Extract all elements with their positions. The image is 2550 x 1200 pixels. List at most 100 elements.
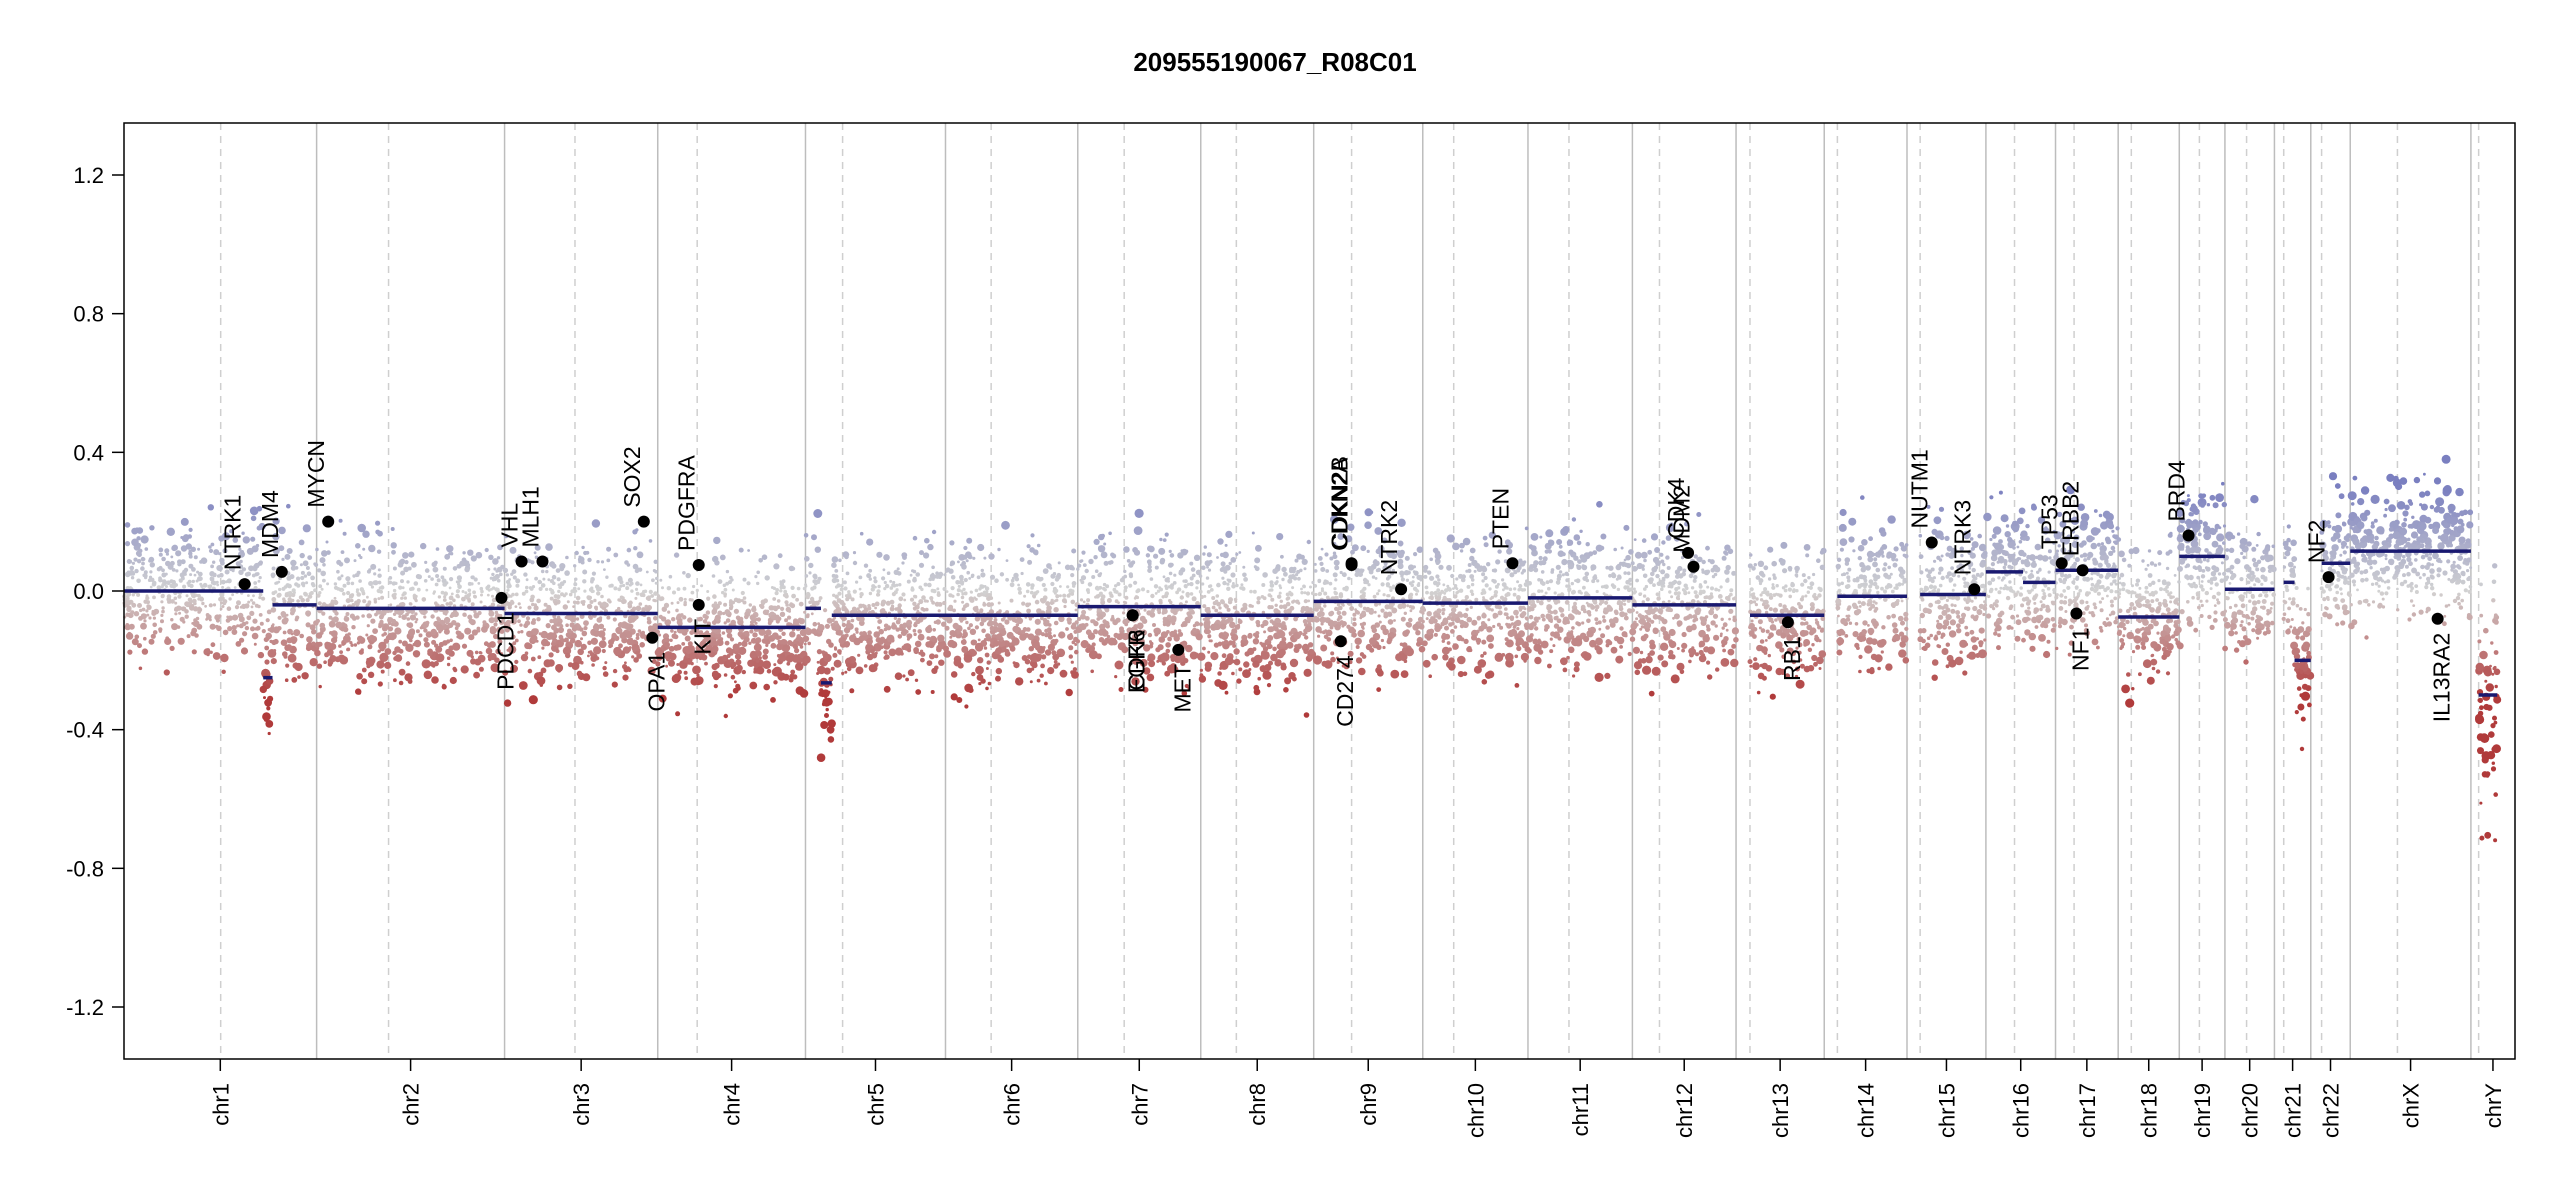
probe-point xyxy=(1056,572,1062,578)
probe-point xyxy=(1308,648,1315,655)
probe-point xyxy=(688,652,697,660)
probe-point xyxy=(600,560,605,564)
probe-point xyxy=(330,630,338,638)
probe-point xyxy=(318,684,322,689)
probe-point xyxy=(658,694,667,703)
probe-point xyxy=(690,590,695,595)
probe-point xyxy=(1044,632,1049,638)
probe-point xyxy=(1286,641,1294,649)
probe-point xyxy=(555,644,560,648)
probe-point xyxy=(606,546,612,552)
probe-point xyxy=(734,653,742,660)
probe-point xyxy=(427,575,431,579)
probe-point xyxy=(1059,585,1062,588)
probe-point xyxy=(495,648,501,655)
probe-point xyxy=(1147,657,1151,662)
probe-point xyxy=(526,643,533,650)
probe-point xyxy=(1391,608,1397,614)
probe-point xyxy=(612,668,618,674)
probe-point xyxy=(1516,580,1520,584)
probe-point xyxy=(1412,586,1418,591)
probe-point xyxy=(161,583,165,587)
probe-point xyxy=(1534,626,1539,631)
probe-point xyxy=(311,629,317,635)
probe-point xyxy=(456,575,462,581)
probe-point xyxy=(1030,533,1035,538)
probe-point xyxy=(913,647,919,653)
probe-point xyxy=(1308,607,1313,612)
probe-point xyxy=(218,552,221,556)
probe-point xyxy=(560,638,565,643)
probe-point xyxy=(672,590,676,595)
probe-point xyxy=(777,553,783,559)
probe-point xyxy=(867,630,872,635)
probe-point xyxy=(912,535,918,541)
probe-point xyxy=(993,622,999,628)
probe-point xyxy=(1401,642,1408,648)
probe-point xyxy=(935,574,940,579)
probe-point xyxy=(588,615,592,619)
probe-point xyxy=(1522,588,1527,592)
probe-point xyxy=(370,618,376,624)
probe-point xyxy=(635,605,642,612)
probe-point xyxy=(587,557,592,563)
probe-point xyxy=(590,655,598,662)
probe-point xyxy=(928,577,933,582)
probe-point xyxy=(957,584,961,588)
probe-point xyxy=(1168,571,1173,576)
probe-point xyxy=(742,596,747,600)
probe-point xyxy=(1313,602,1319,608)
probe-point xyxy=(392,588,397,593)
probe-point xyxy=(1005,559,1009,562)
probe-point xyxy=(496,627,501,632)
probe-point xyxy=(803,533,809,538)
probe-point xyxy=(817,581,821,584)
probe-point xyxy=(1270,653,1278,662)
probe-point xyxy=(537,655,542,660)
probe-point xyxy=(1571,517,1577,522)
probe-point xyxy=(1358,603,1363,607)
probe-point xyxy=(205,613,210,617)
probe-point xyxy=(406,617,411,621)
probe-point xyxy=(923,582,928,587)
probe-point xyxy=(1460,637,1465,642)
probe-point xyxy=(688,598,692,602)
probe-point xyxy=(209,650,213,654)
probe-point xyxy=(147,578,152,582)
probe-point xyxy=(1206,629,1211,635)
probe-point xyxy=(1143,667,1151,675)
probe-point xyxy=(759,604,765,610)
probe-point xyxy=(612,617,617,622)
probe-point xyxy=(318,591,322,595)
probe-point xyxy=(1082,563,1087,567)
probe-point xyxy=(1103,542,1107,546)
probe-point xyxy=(837,649,842,654)
probe-point xyxy=(923,552,930,559)
probe-point xyxy=(306,636,313,643)
probe-point xyxy=(345,612,350,616)
probe-point xyxy=(414,620,418,624)
probe-point xyxy=(494,610,499,615)
probe-point xyxy=(949,540,955,546)
probe-point xyxy=(882,568,886,572)
probe-point xyxy=(406,622,412,628)
probe-point xyxy=(1570,581,1575,586)
probe-point xyxy=(600,594,604,599)
probe-point xyxy=(1156,607,1162,613)
probe-point xyxy=(344,633,349,638)
probe-point xyxy=(213,549,220,556)
probe-point xyxy=(859,592,864,597)
probe-point xyxy=(383,627,387,632)
probe-point xyxy=(1317,556,1323,561)
probe-point xyxy=(1112,619,1119,626)
probe-point xyxy=(1584,591,1589,596)
probe-point xyxy=(1172,610,1178,616)
probe-point xyxy=(935,571,939,575)
probe-point xyxy=(1446,615,1452,621)
probe-point xyxy=(1527,581,1532,586)
probe-point xyxy=(200,596,204,600)
probe-point xyxy=(315,618,320,624)
probe-point xyxy=(247,600,251,604)
probe-point xyxy=(1333,544,1339,550)
probe-point xyxy=(425,631,433,638)
